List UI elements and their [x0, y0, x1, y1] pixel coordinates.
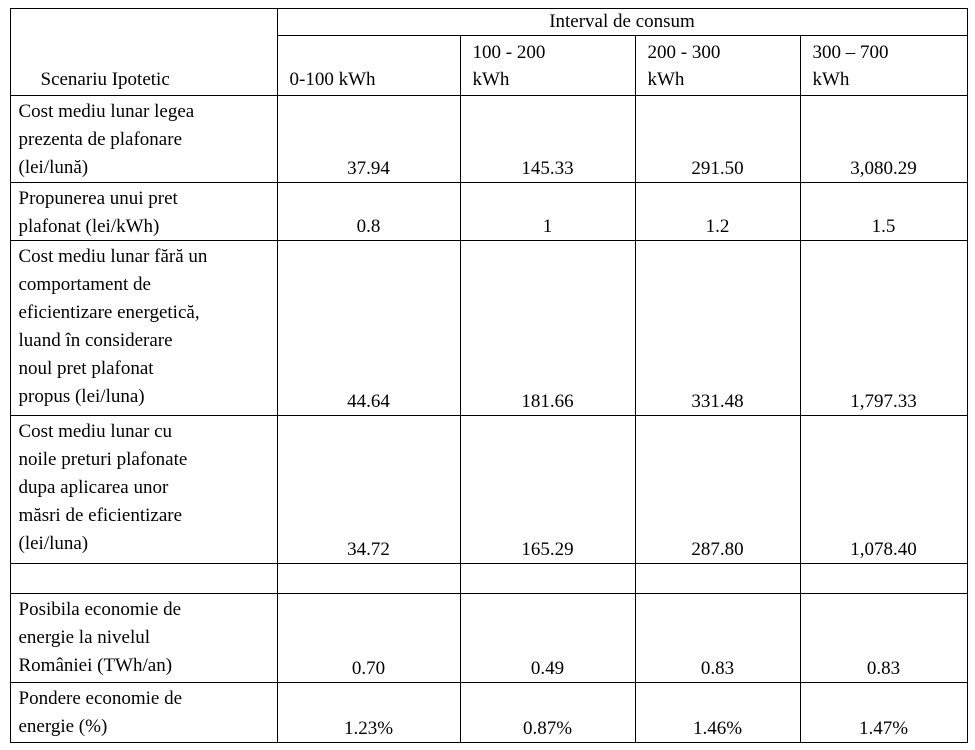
- value: 145.33: [521, 157, 574, 179]
- column-header: 200 - 300 kWh: [634, 34, 801, 96]
- value-cell: 3,080.29: [799, 94, 968, 183]
- empty-cell: [459, 562, 636, 594]
- row-label-line: (lei/luna): [18, 532, 89, 554]
- value-cell: 1.23%: [276, 681, 461, 743]
- value-cell: 181.66: [459, 239, 636, 416]
- value-cell: 331.48: [634, 239, 801, 416]
- row-label-line: noile preturi plafonate: [18, 448, 188, 470]
- value: 0.87%: [522, 717, 573, 739]
- row-label-line: (lei/lună): [18, 156, 89, 178]
- value: 1.23%: [343, 717, 394, 739]
- column-header-line: 200 - 300: [647, 41, 721, 63]
- value: 1.5: [871, 215, 896, 237]
- row-label-line: Propunerea unui pret: [18, 187, 178, 209]
- value-cell: 1.47%: [799, 681, 968, 743]
- column-header-line: kWh: [472, 68, 510, 90]
- row-label: Cost mediu lunar cu noile preturi plafona…: [9, 414, 278, 564]
- value-cell: 0.8: [276, 181, 461, 241]
- header-corner-label: Scenariu Ipotetic: [40, 68, 170, 90]
- header-group-title: Interval de consum: [549, 10, 695, 32]
- value: 44.64: [347, 390, 390, 412]
- row-label: Propunerea unui pret plafonat (lei/kWh): [9, 181, 278, 241]
- row-label-line: luand în considerare: [18, 329, 173, 351]
- column-header-line: kWh: [647, 68, 685, 90]
- row-label-line: plafonat (lei/kWh): [18, 215, 160, 237]
- row-label-line: prezenta de plafonare: [18, 128, 183, 150]
- row-label: Posibila economie de energie la nivelul Ro…: [9, 592, 278, 683]
- value-cell: 165.29: [459, 414, 636, 564]
- value: 0.70: [351, 657, 386, 679]
- value-cell: 34.72: [276, 414, 461, 564]
- row-label: Pondere economie de energie (%): [9, 681, 278, 743]
- value-cell: 0.83: [634, 592, 801, 683]
- value: 1.46%: [692, 717, 743, 739]
- row-label-line: noul pret plafonat: [18, 357, 154, 379]
- value-cell: 291.50: [634, 94, 801, 183]
- row-label: Cost mediu lunar legea prezenta de plafon…: [9, 94, 278, 183]
- value: 0.83: [700, 657, 735, 679]
- empty-cell: [634, 562, 801, 594]
- value: 287.80: [691, 538, 744, 560]
- empty-cell: [9, 562, 278, 594]
- column-header-line: 300 – 700: [812, 41, 889, 63]
- row-label-line: măsri de eficientizare: [18, 504, 183, 526]
- empty-cell: [799, 562, 968, 594]
- value: 331.48: [691, 390, 744, 412]
- value: 0.83: [866, 657, 901, 679]
- value: 1: [542, 215, 553, 237]
- row-label-line: Cost mediu lunar legea: [18, 100, 195, 122]
- value-cell: 1.5: [799, 181, 968, 241]
- value: 1,078.40: [850, 538, 917, 560]
- value: 0.8: [356, 215, 381, 237]
- value-cell: 1,797.33: [799, 239, 968, 416]
- value-cell: 0.49: [459, 592, 636, 683]
- value-cell: 1,078.40: [799, 414, 968, 564]
- row-label-line: dupa aplicarea unor: [18, 476, 169, 498]
- value-cell: 145.33: [459, 94, 636, 183]
- row-label-line: energie (%): [18, 715, 108, 737]
- value-cell: 0.87%: [459, 681, 636, 743]
- row-label-line: Pondere economie de: [18, 687, 183, 709]
- value-cell: 1.2: [634, 181, 801, 241]
- row-label-line: Cost mediu lunar fără un: [18, 245, 208, 267]
- value: 0.49: [530, 657, 565, 679]
- value: 181.66: [521, 390, 574, 412]
- value-cell: 1: [459, 181, 636, 241]
- empty-cell: [276, 562, 461, 594]
- header-corner: Scenariu Ipotetic: [9, 7, 278, 96]
- column-header: 300 – 700 kWh: [799, 34, 968, 96]
- value-cell: 0.83: [799, 592, 968, 683]
- column-header-line: kWh: [812, 68, 850, 90]
- row-label-line: Cost mediu lunar cu: [18, 420, 173, 442]
- value: 1.2: [705, 215, 730, 237]
- value: 165.29: [521, 538, 574, 560]
- value-cell: 287.80: [634, 414, 801, 564]
- header-group: Interval de consum: [276, 7, 968, 36]
- column-header-line: 0-100 kWh: [289, 68, 376, 90]
- row-label-line: propus (lei/luna): [18, 385, 145, 407]
- value: 1,797.33: [850, 390, 917, 412]
- row-label-line: Posibila economie de: [18, 598, 182, 620]
- value: 291.50: [691, 157, 744, 179]
- row-label-line: României (TWh/an): [18, 654, 173, 676]
- value: 37.94: [347, 157, 390, 179]
- row-label-line: comportament de: [18, 273, 151, 295]
- value-cell: 0.70: [276, 592, 461, 683]
- value: 1.47%: [858, 717, 909, 739]
- value: 34.72: [347, 538, 390, 560]
- column-header: 0-100 kWh: [276, 34, 461, 96]
- row-label-line: eficientizare energetică,: [18, 301, 200, 323]
- value-cell: 44.64: [276, 239, 461, 416]
- column-header: 100 - 200 kWh: [459, 34, 636, 96]
- row-label: Cost mediu lunar fără un comportament de e…: [9, 239, 278, 416]
- value: 3,080.29: [850, 157, 917, 179]
- row-label-line: energie la nivelul: [18, 626, 151, 648]
- column-header-line: 100 - 200: [472, 41, 546, 63]
- value-cell: 37.94: [276, 94, 461, 183]
- value-cell: 1.46%: [634, 681, 801, 743]
